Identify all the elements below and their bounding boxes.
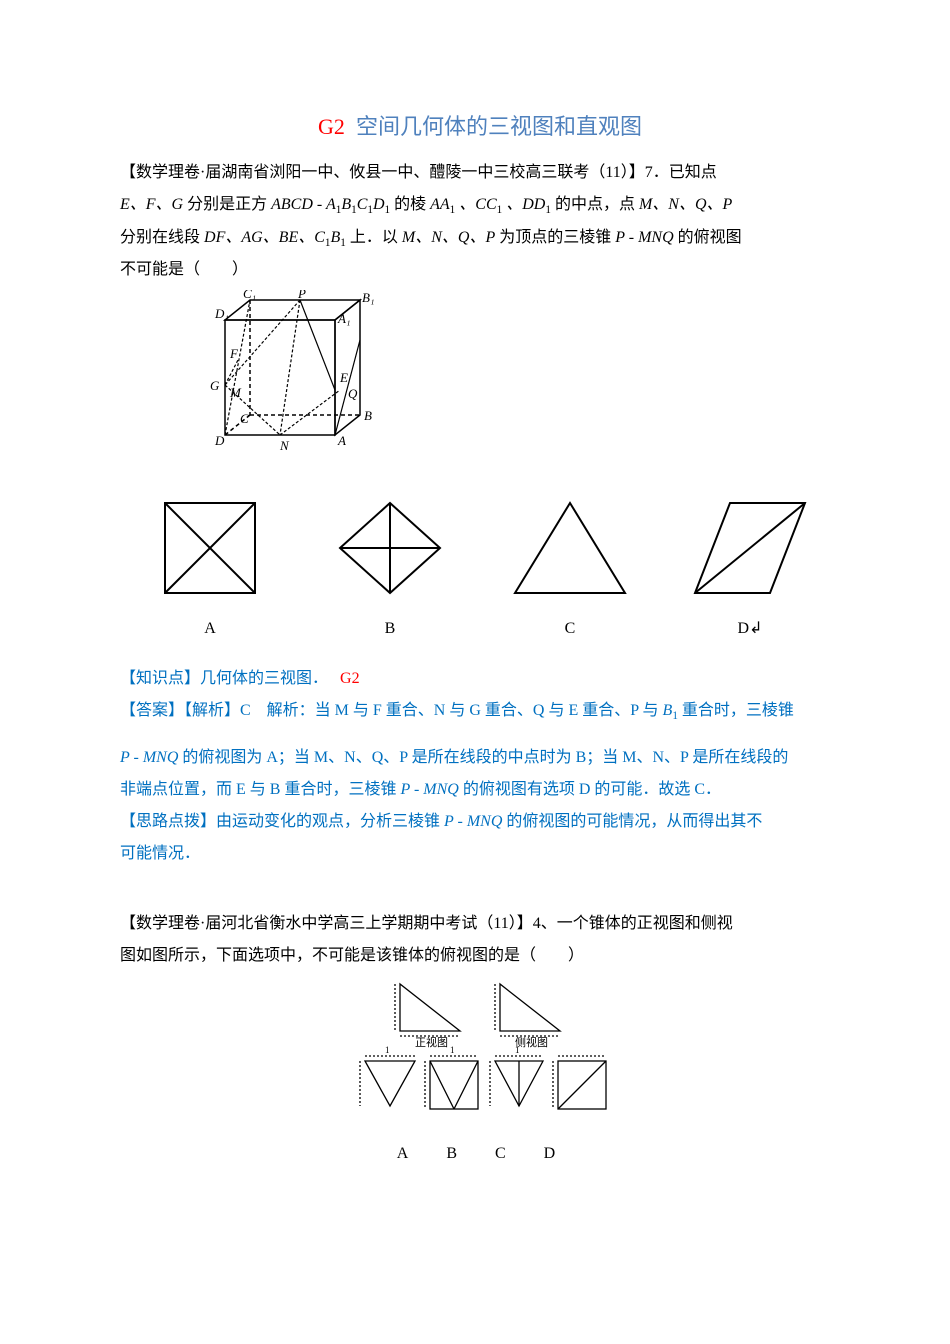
q1-analysis2: 非端点位置，而 E 与 B 重合时，三棱锥 P - MNQ 的俯视图有选项 D … [120,774,840,806]
q1-answer: 【答案】【解析】C 解析：当 M 与 F 重合、N 与 G 重合、Q 与 E 重… [120,695,840,728]
svg-text:D₁: D₁ [214,306,229,321]
svg-text:1: 1 [450,1045,455,1055]
t1: 分别是正方 [187,196,267,213]
ans-prefix: 【答案】【解析】C 解析：当 M 与 F 重合、N 与 G 重合、Q 与 E 重… [120,702,659,719]
t3: 的中点，点 [555,196,635,213]
option-b: B [300,493,480,645]
hint-c: 的俯视图的可能情况，从而得出其不 [506,813,762,830]
t5: 上．以 [350,229,398,246]
an-t2c: 的俯视图有选项 D 的可能．故选 C． [463,781,721,798]
option-d-icon [685,493,815,603]
option-b-icon [330,493,450,603]
svg-text:1: 1 [385,1045,390,1055]
an-t2a: 非端点位置，而 E 与 B 重合时，三棱锥 [120,781,396,798]
svg-text:G: G [210,378,220,393]
option-a-label: A [120,613,300,645]
cube-svg: D₁ C₁ P B₁ A₁ F E GM Q C B D N A [180,290,380,475]
svg-text:A₁: A₁ [337,311,350,326]
q1-line3: 不可能是（ ） [120,254,840,286]
option-c-icon [505,493,635,603]
ans-b1: B1 [663,702,678,719]
q2-opt-c: C [495,1145,544,1162]
q1-prefix: 【数学理卷·届湖南省浏阳一中、攸县一中、醴陵一中三校高三联考（11）】7．已知点 [120,164,717,181]
q2-opt-a: A [397,1145,447,1162]
svg-text:D: D [214,433,225,448]
q1-line1: E、F、G 分别是正方 ABCD - A1B1C1D1 的棱 AA1 、CC1 … [120,189,840,222]
svg-text:Q: Q [348,386,358,401]
q1-hint1: 【思路点拨】由运动变化的观点，分析三棱锥 P - MNQ 的俯视图的可能情况，从… [120,806,840,838]
ans-suffix: 重合时，三棱锥 [682,702,794,719]
t4: 分别在线段 [120,229,200,246]
q1-hint2: 可能情况． [120,838,840,870]
an-tetra1: P - MNQ [120,749,178,766]
svg-text:B₁: B₁ [362,290,374,305]
cube-name: ABCD - A1B1C1D1 [271,196,390,213]
option-a-icon [155,493,265,603]
title-code: G2 [318,114,345,139]
t7: 的俯视图 [678,229,742,246]
svg-text:E: E [339,370,348,385]
q2-opt-b: B [446,1145,495,1162]
hint-a: 【思路点拨】由运动变化的观点，分析三棱锥 [120,813,440,830]
points-efg: E、F、G [120,196,183,213]
edge2: 、CC1 [459,196,502,213]
option-d: D↲ [660,493,840,645]
svg-text:C: C [240,411,249,426]
option-c: C [480,493,660,645]
q2-source: 【数学理卷·届河北省衡水中学高三上学期期中考试（11）】4、一个锥体的正视图和侧… [120,908,840,940]
option-a: A [120,493,300,645]
svg-text:N: N [279,438,290,453]
q2-line2: 图如图所示，下面选项中，不可能是该锥体的俯视图的是（ ） [120,940,840,972]
an-tetra2: P - MNQ [400,781,458,798]
option-d-label: D↲ [660,613,840,645]
tetra: P - MNQ [615,229,673,246]
segments: DF、AG、BE、C1B1 [204,229,346,246]
edge1: AA1 [430,196,455,213]
knowledge-label: 【知识点】几何体的三视图． [120,670,328,687]
t6: 为顶点的三棱锥 [499,229,611,246]
option-b-label: B [300,613,480,645]
svg-text:B: B [364,408,372,423]
page: G2 空间几何体的三视图和直观图 【数学理卷·届湖南省浏阳一中、攸县一中、醴陵一… [0,0,950,1344]
q1-line2: 分别在线段 DF、AG、BE、C1B1 上．以 M、N、Q、P 为顶点的三棱锥 … [120,222,840,255]
q1-analysis1: P - MNQ 的俯视图为 A；当 M、N、Q、P 是所在线段的中点时为 B；当… [120,742,840,774]
svg-text:P: P [297,290,306,301]
svg-text:M: M [229,385,242,400]
title-text: 空间几何体的三视图和直观图 [356,114,642,139]
svg-text:A: A [337,433,346,448]
an-t1: 的俯视图为 A；当 M、N、Q、P 是所在线段的中点时为 B；当 M、N、P 是… [182,749,788,766]
t2: 的棱 [394,196,426,213]
svg-text:正视图: 正视图 [415,1035,448,1049]
svg-text:F: F [229,346,239,361]
q2-figures: 正视图 侧视图 1 [120,976,840,1170]
q1-knowledge: 【知识点】几何体的三视图． G2 [120,663,840,695]
edge3: 、DD1 [506,196,551,213]
knowledge-code: G2 [340,670,360,687]
option-c-label: C [480,613,660,645]
svg-text:C₁: C₁ [243,290,256,301]
hint-tetra: P - MNQ [444,813,502,830]
svg-text:侧视图: 侧视图 [515,1035,548,1049]
points-mnqp2: M、N、Q、P [402,229,495,246]
q1-cube-figure: D₁ C₁ P B₁ A₁ F E GM Q C B D N A [180,290,840,487]
q2-option-labels: ABCD [150,1138,840,1170]
q1-options: A B C D↲ [120,493,840,645]
q1-source: 【数学理卷·届湖南省浏阳一中、攸县一中、醴陵一中三校高三联考（11）】7．已知点 [120,157,840,189]
q2-opt-d: D [544,1145,594,1162]
svg-text:1: 1 [515,1045,520,1055]
page-title: G2 空间几何体的三视图和直观图 [120,105,840,149]
points-mnqp: M、N、Q、P [639,196,732,213]
q2-svg: 正视图 侧视图 1 [330,976,630,1126]
